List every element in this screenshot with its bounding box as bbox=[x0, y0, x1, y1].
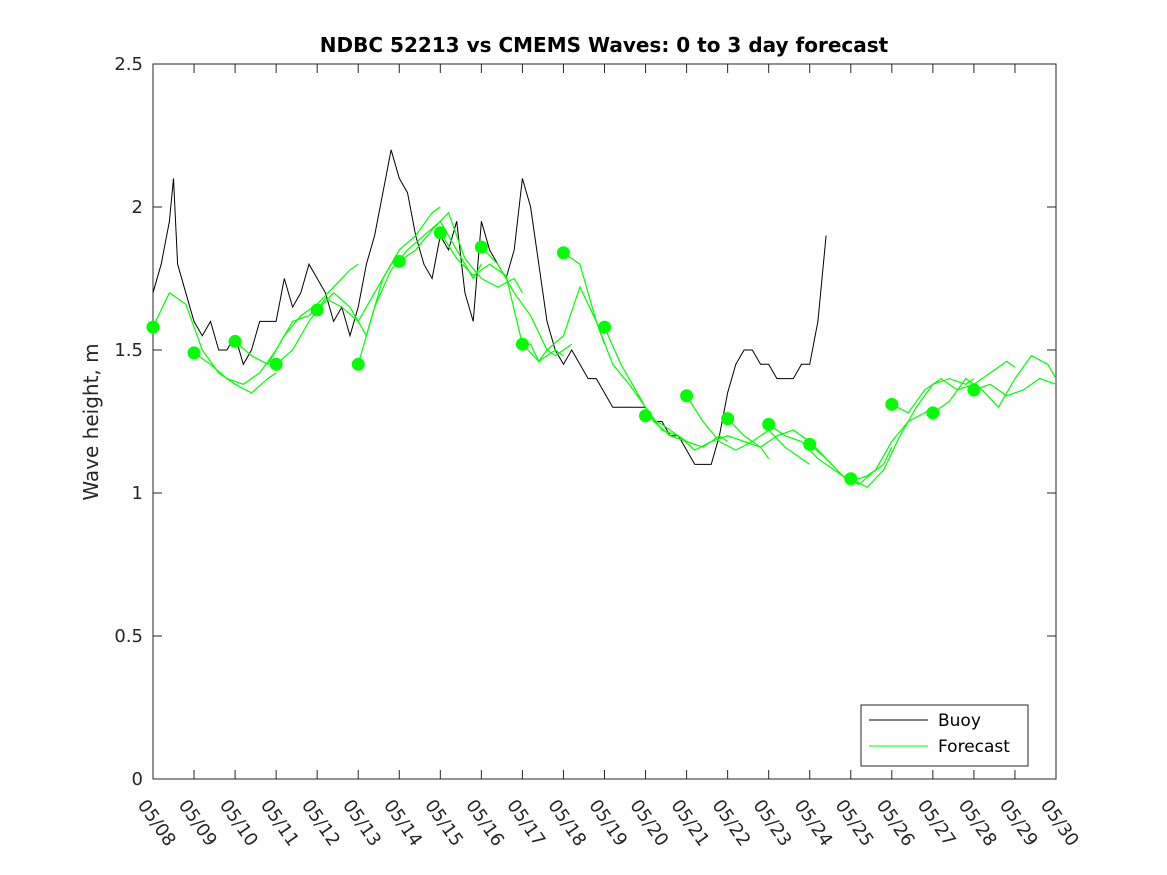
forecast-series-line bbox=[809, 406, 934, 486]
forecast-series-line bbox=[522, 343, 573, 363]
forecast-series-line bbox=[357, 220, 482, 365]
forecast-series-line bbox=[932, 354, 1057, 414]
legend-box bbox=[860, 704, 1029, 767]
forecast-start-point bbox=[474, 240, 488, 254]
forecast-series-line bbox=[768, 423, 893, 483]
forecast-start-point bbox=[803, 437, 817, 451]
forecast-start-point bbox=[146, 320, 160, 334]
forecast-start-point bbox=[762, 417, 776, 431]
y-tick-label: 2.5 bbox=[114, 54, 143, 75]
forecast-series-line bbox=[316, 206, 441, 338]
forecast-series-line bbox=[850, 377, 975, 489]
forecast-start-point bbox=[392, 254, 406, 268]
y-axis-label: Wave height, m bbox=[79, 343, 103, 500]
forecast-start-point bbox=[310, 303, 324, 317]
legend: Buoy Forecast bbox=[860, 704, 1029, 767]
forecast-start-point bbox=[433, 226, 447, 240]
y-tick-label: 0 bbox=[132, 769, 143, 790]
forecast-start-point bbox=[926, 406, 940, 420]
y-tick-label: 1 bbox=[132, 483, 143, 504]
forecast-series-line bbox=[234, 263, 359, 366]
forecast-start-point bbox=[967, 383, 981, 397]
forecast-series-line bbox=[152, 291, 277, 394]
forecast-start-point bbox=[680, 389, 694, 403]
forecast-series-line bbox=[193, 306, 318, 385]
forecast-start-point bbox=[639, 409, 653, 423]
legend-forecast-label: Forecast bbox=[938, 737, 1010, 757]
forecast-start-point bbox=[515, 337, 529, 351]
forecast-series-line bbox=[603, 326, 728, 448]
forecast-start-point bbox=[885, 397, 899, 411]
y-tick-label: 1.5 bbox=[114, 340, 143, 361]
y-tick-label: 0.5 bbox=[114, 626, 143, 647]
forecast-start-point bbox=[269, 357, 283, 371]
plot-area bbox=[152, 63, 1057, 780]
y-tick-label: 2 bbox=[132, 197, 143, 218]
chart-title: NDBC 52213 vs CMEMS Waves: 0 to 3 day fo… bbox=[320, 33, 889, 57]
forecast-start-point bbox=[598, 320, 611, 334]
forecast-start-point bbox=[351, 357, 365, 371]
series-layer bbox=[146, 149, 1057, 489]
forecast-series-line bbox=[973, 377, 1057, 397]
forecast-series-line bbox=[645, 415, 770, 460]
forecast-start-point bbox=[844, 472, 858, 486]
y-axis: 0 0.5 1 1.5 2 2.5 bbox=[114, 54, 1056, 790]
forecast-start-point bbox=[187, 346, 201, 360]
forecast-start-point bbox=[556, 246, 570, 260]
legend-buoy-label: Buoy bbox=[938, 711, 981, 731]
forecast-series-line bbox=[398, 211, 523, 294]
forecast-start-point bbox=[721, 412, 735, 426]
forecast-series-line bbox=[439, 232, 564, 363]
forecast-start-point bbox=[228, 334, 242, 348]
buoy-series-line bbox=[152, 149, 827, 465]
forecast-series-line bbox=[563, 252, 687, 442]
